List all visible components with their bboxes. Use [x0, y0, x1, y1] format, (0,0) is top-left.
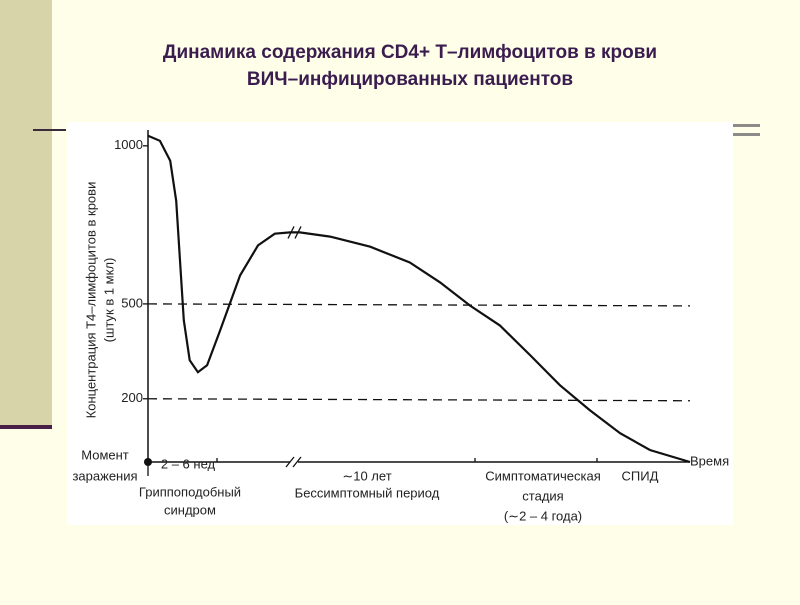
y-tick-label: 1000: [114, 137, 143, 152]
rule: [733, 124, 760, 127]
curve-break: [287, 226, 295, 239]
chart-area: [67, 122, 733, 525]
x-axis-label: Время: [690, 453, 729, 468]
origin-dot: [144, 458, 152, 466]
curve-break: [294, 226, 302, 239]
annotation: Гриппоподобный: [139, 484, 241, 499]
y-tick-label: 500: [121, 295, 143, 310]
annotation: заражения: [72, 468, 137, 483]
y-axis-label: Концентрация Т4–лимфоцитов в крови: [83, 182, 98, 419]
annotation: СПИД: [622, 468, 659, 483]
axis-break: [292, 456, 302, 468]
annotation: Симптоматическая: [485, 468, 601, 483]
chart-title: Динамика содержания CD4+ Т–лимфоцитов в …: [163, 42, 657, 63]
annotation: ∼10 лет: [342, 468, 391, 483]
reference-line: [147, 303, 691, 307]
rule: [733, 133, 760, 136]
reference-line: [147, 398, 691, 402]
annotation: 2 – 6 нед: [161, 456, 216, 471]
annotation: стадия: [522, 488, 563, 503]
y-axis-label: (штук в 1 мкл): [101, 258, 116, 343]
axis-break: [285, 456, 295, 468]
line: [147, 134, 691, 464]
y-tick-label: 200: [121, 390, 143, 405]
side-band: [0, 0, 52, 425]
side-rule: [0, 425, 52, 429]
annotation: Момент: [81, 447, 129, 462]
plot: 200 500 1000 Концентрация Т4–лимфоцитов в к…: [72, 130, 729, 523]
annotation: (∼2 – 4 года): [504, 508, 582, 523]
annotation: синдром: [164, 502, 216, 517]
chart-title: ВИЧ–инфицированных пациентов: [247, 69, 573, 90]
annotation: Бессимптомный период: [295, 485, 440, 500]
